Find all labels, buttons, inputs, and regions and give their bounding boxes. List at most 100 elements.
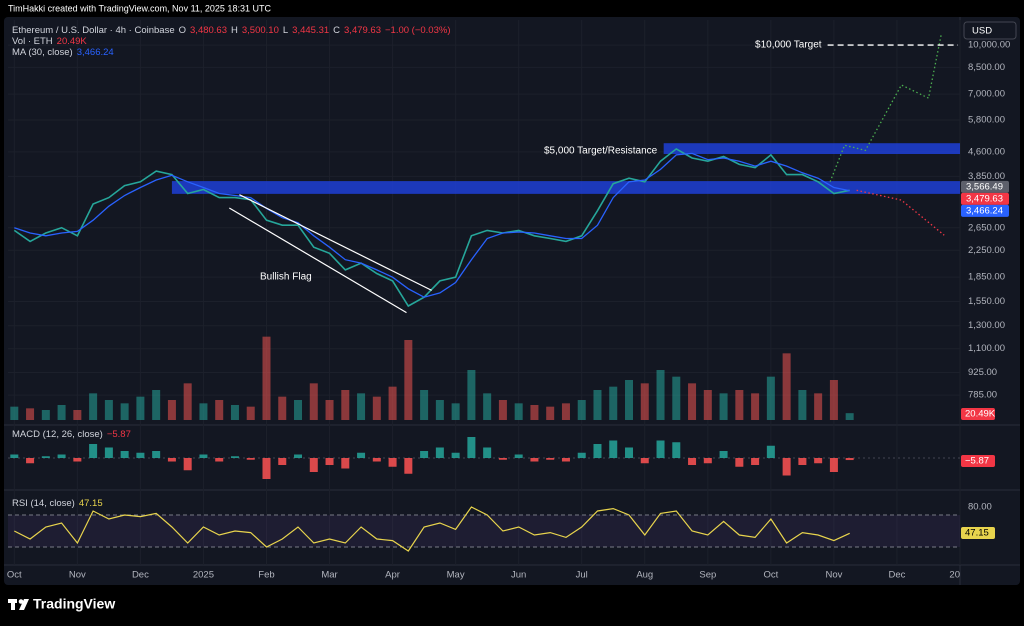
- plot-area: [8, 20, 961, 565]
- price-label-box: [961, 180, 1009, 193]
- annotation: $10,000 Target: [755, 40, 822, 51]
- brand: TradingView: [33, 596, 115, 612]
- legend-part: O: [179, 25, 186, 36]
- volume-bar: [735, 390, 744, 420]
- macd-bar: [420, 451, 429, 458]
- volume-bar: [89, 393, 98, 420]
- legend: MA (30, close) 3,466.24: [12, 47, 114, 58]
- volume-bar: [814, 393, 823, 420]
- y-tick-label: 1,850.00: [968, 272, 1005, 283]
- x-tick-label: Oct: [7, 570, 22, 581]
- legend: RSI (14, close) 47.15: [12, 498, 103, 509]
- macd-bar: [625, 447, 634, 458]
- x-tick-label: May: [447, 570, 465, 581]
- macd-bar: [467, 437, 476, 458]
- volume-bar: [388, 386, 397, 420]
- macd-bar: [57, 454, 66, 458]
- y-tick-label: 925.00: [968, 367, 997, 378]
- macd-bar: [530, 458, 539, 462]
- macd-bar: [688, 458, 697, 465]
- price-label: 3,466.24: [966, 205, 1003, 216]
- legend-part: 3,480.63: [190, 25, 227, 36]
- y-tick-label: 5,800.00: [968, 115, 1005, 126]
- volume-bar: [167, 400, 176, 420]
- x-tick-label: Sep: [699, 570, 716, 581]
- volume-bar: [262, 336, 271, 420]
- volume-bar: [625, 380, 634, 420]
- volume-bar: [246, 406, 255, 420]
- price-label: 3,479.63: [966, 193, 1003, 204]
- macd-bar: [672, 442, 681, 458]
- volume-bar: [451, 403, 460, 420]
- macd-bar: [751, 458, 760, 465]
- volume-bar: [199, 403, 208, 420]
- macd-bar: [798, 458, 807, 465]
- macd-bar: [294, 454, 303, 458]
- logo-part: [18, 599, 24, 604]
- macd-bar: [215, 458, 224, 462]
- legend-part: 20.49K: [57, 36, 88, 47]
- volume-bar: [483, 393, 492, 420]
- macd-bar: [735, 458, 744, 467]
- x-tick-label: 20: [949, 570, 960, 581]
- volume-bar: [278, 396, 287, 420]
- price-label: 3,566.49: [966, 181, 1003, 192]
- volume-bar: [845, 413, 854, 420]
- macd-bar: [483, 447, 492, 458]
- volume-bar: [183, 383, 192, 420]
- flag-channel-line: [239, 194, 432, 291]
- macd-bar: [593, 444, 602, 458]
- legend-part: −1.00 (−0.03%): [385, 25, 451, 36]
- legend-part: C: [333, 25, 340, 36]
- macd-bar: [546, 458, 555, 460]
- macd-bar: [309, 458, 318, 472]
- macd-bar: [451, 452, 460, 458]
- last-value-box: [961, 408, 995, 420]
- volume-bar: [372, 396, 381, 420]
- legend-part: L: [283, 25, 288, 36]
- x-tick-label: Mar: [321, 570, 337, 581]
- volume-bar: [577, 400, 586, 420]
- y-tick-label: 785.00: [968, 390, 997, 401]
- macd-bar: [262, 458, 271, 479]
- currency-button[interactable]: [963, 21, 1017, 40]
- legend-part: −5.87: [107, 429, 131, 440]
- logo-part: [19, 599, 29, 610]
- macd-bar: [766, 445, 775, 458]
- legend: MACD (12, 26, close) −5.87: [12, 429, 131, 440]
- legend-part: 47.15: [79, 498, 103, 509]
- macd-bar: [41, 456, 50, 458]
- volume-bar: [688, 383, 697, 420]
- x-tick-label: Nov: [69, 570, 86, 581]
- y-tick-label: 7,000.00: [968, 89, 1005, 100]
- macd-bar: [656, 440, 665, 458]
- volume-bar: [357, 393, 366, 420]
- x-tick-label: Jun: [511, 570, 526, 581]
- volume-bar: [703, 390, 712, 420]
- currency[interactable]: USD: [972, 26, 992, 37]
- macd-bar: [640, 458, 649, 464]
- price-line: [13, 147, 850, 308]
- volume-bar: [766, 376, 775, 420]
- macd-bar: [104, 447, 113, 458]
- legend-part: Ethereum / U.S. Dollar · 4h · Coinbase: [12, 25, 175, 36]
- macd-bar: [152, 451, 161, 458]
- volume-bar: [672, 376, 681, 420]
- macd-bar: [341, 458, 350, 469]
- macd-bar: [609, 440, 618, 458]
- volume-bar: [341, 390, 350, 420]
- legend-part: MACD (12, 26, close): [12, 429, 103, 440]
- y-tick-label: 2,250.00: [968, 245, 1005, 256]
- annotation: $5,000 Target/Resistance: [544, 146, 658, 157]
- chart-panel: [4, 17, 1020, 585]
- volume-bar: [656, 370, 665, 420]
- x-tick-label: Apr: [385, 570, 400, 581]
- legend-part: RSI (14, close): [12, 498, 75, 509]
- legend-part: 3,466.24: [77, 47, 114, 58]
- volume-bar: [829, 380, 838, 420]
- macd-bar: [514, 454, 523, 458]
- resistance-zone: [171, 181, 960, 194]
- volume-bar: [10, 406, 19, 420]
- macd-bar: [26, 458, 35, 464]
